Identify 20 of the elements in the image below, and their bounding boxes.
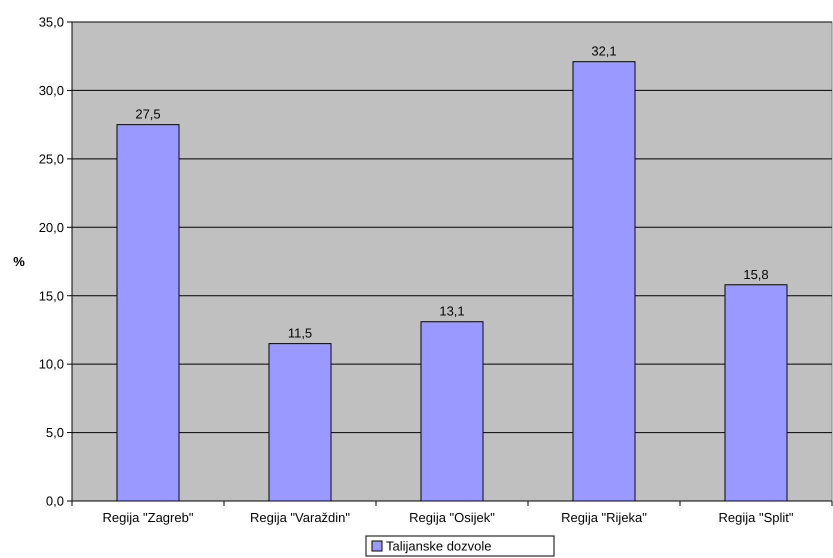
x-tick-label: Regija "Split" [718, 510, 794, 525]
data-label: 13,1 [439, 304, 465, 319]
y-axis-title: % [13, 254, 26, 270]
x-tick-label: Regija "Varaždin" [250, 510, 350, 525]
y-tick-label: 5,0 [46, 425, 64, 440]
y-tick-label: 0,0 [46, 494, 64, 509]
data-label: 27,5 [135, 106, 161, 122]
y-tick-label: 35,0 [38, 14, 64, 30]
x-tick-label: Regija "Osijek" [409, 510, 496, 525]
legend-label: Talijanske dozvole [386, 538, 492, 554]
y-tick-label: 10,0 [38, 356, 64, 372]
x-tick-label: Regija "Zagreb" [102, 510, 194, 525]
y-tick-label: 20,0 [38, 220, 64, 235]
y-tick-label: 25,0 [38, 151, 64, 166]
x-tick-label: Regija "Rijeka" [561, 510, 648, 525]
data-label: 32,1 [591, 44, 617, 59]
data-label: 11,5 [288, 326, 312, 341]
data-label: 15,8 [743, 266, 769, 282]
y-tick-label: 30,0 [38, 82, 64, 98]
y-tick-label: 15,0 [38, 288, 64, 304]
